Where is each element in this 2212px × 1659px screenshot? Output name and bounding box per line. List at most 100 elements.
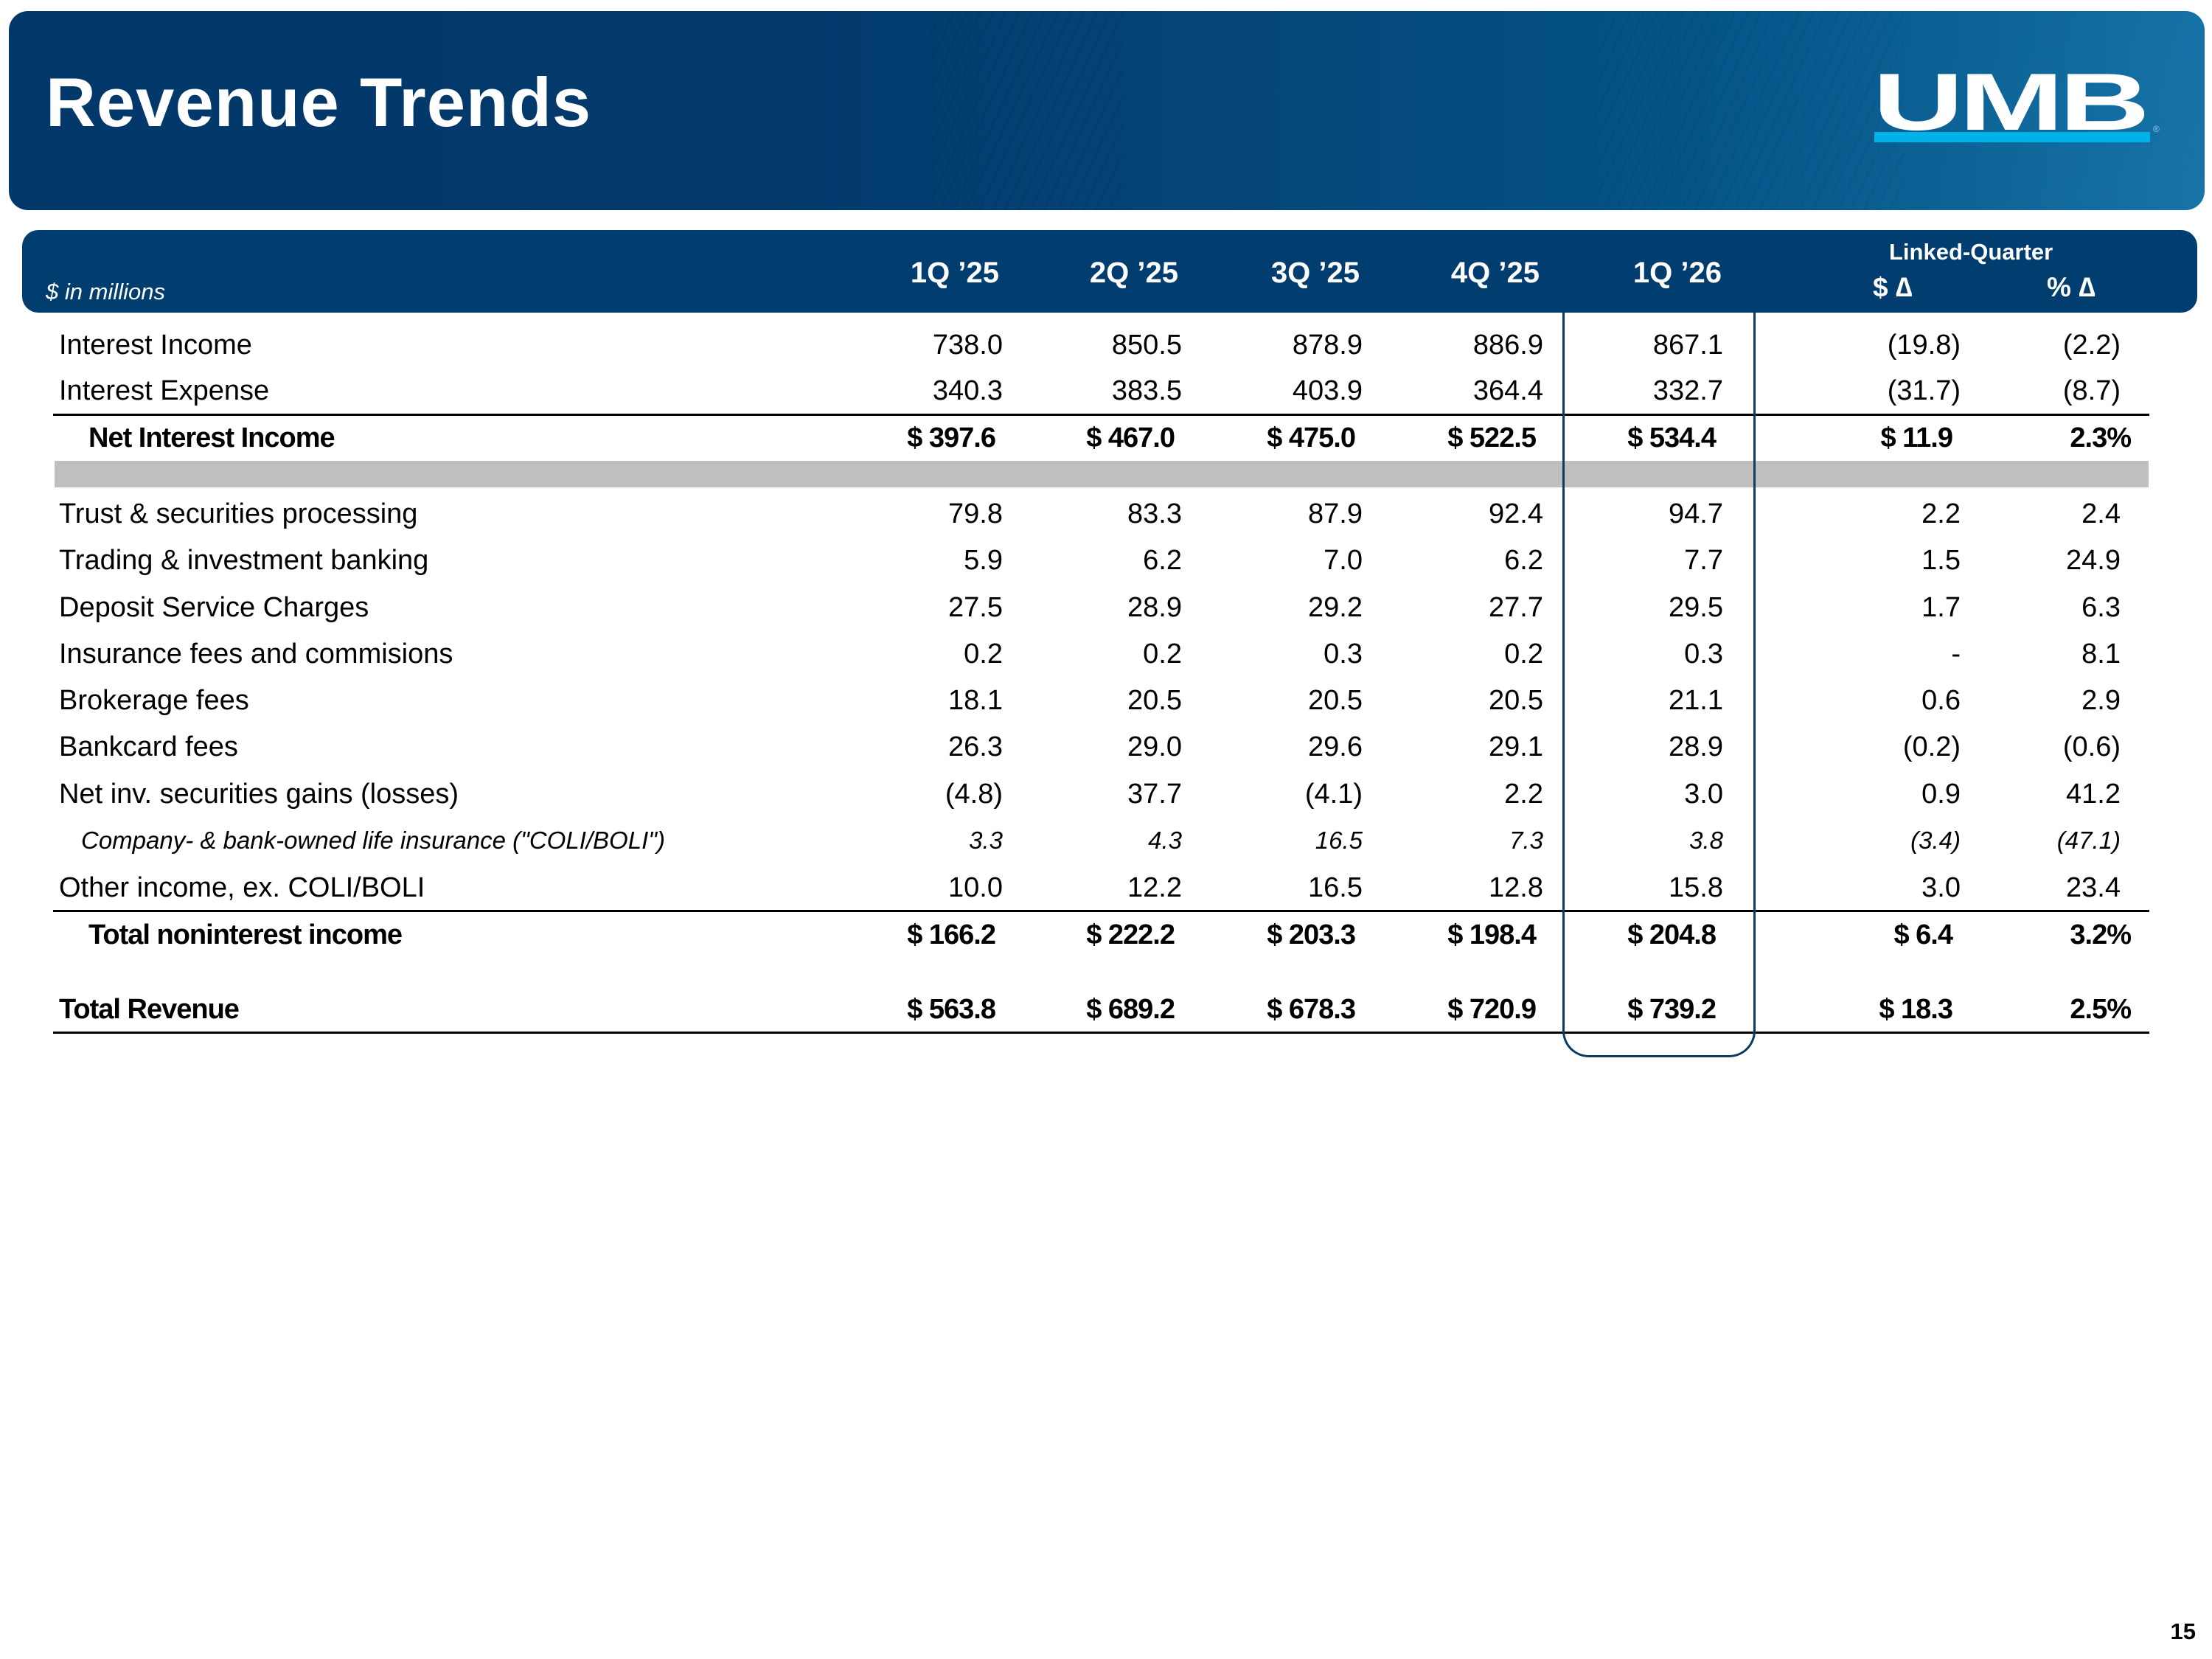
cell-1q26: $ 534.4: [1627, 422, 1717, 453]
umb-logo: UMB ®: [1873, 62, 2160, 147]
cell-2q25: $ 467.0: [1086, 422, 1175, 453]
cell-1q25: 18.1: [948, 685, 1003, 716]
cell-4q25: $ 522.5: [1447, 422, 1537, 453]
title-banner: [9, 11, 2205, 210]
cell-1q25: $ 166.2: [907, 919, 996, 950]
table-row: Deposit Service Charges 27.5 28.9 29.2 27.7 2…: [0, 585, 2212, 630]
cell-percent-change: 8.1: [2081, 639, 2121, 669]
column-header-4q25: 4Q ’25: [1450, 257, 1540, 289]
cell-2q25: 0.2: [1143, 639, 1182, 669]
section-separator-band: [55, 461, 2149, 487]
cell-2q25: 29.0: [1127, 731, 1182, 762]
cell-3q25: $ 475.0: [1267, 422, 1356, 453]
row-label: Brokerage fees: [59, 685, 249, 716]
row-label: Net Interest Income: [88, 422, 335, 453]
cell-3q25: 20.5: [1308, 685, 1363, 716]
table-row: Other income, ex. COLI/BOLI 10.0 12.2 16.5 1…: [0, 866, 2212, 910]
cell-1q25: 738.0: [932, 330, 1003, 361]
cell-dollar-change: (3.4): [1910, 827, 1961, 854]
cell-1q26: 94.7: [1669, 498, 1723, 529]
cell-percent-change: 2.5%: [2070, 994, 2132, 1025]
banner-stripes-decoration: [931, 11, 1122, 210]
cell-1q26: 15.8: [1669, 872, 1723, 903]
cell-1q26: 332.7: [1652, 375, 1723, 406]
cell-3q25: 403.9: [1292, 375, 1363, 406]
cell-percent-change: 6.3: [2081, 592, 2121, 623]
cell-3q25: $ 678.3: [1267, 994, 1356, 1025]
cell-1q25: 27.5: [948, 592, 1003, 623]
banner-stripes-decoration: [1594, 11, 1904, 210]
row-label: Net inv. securities gains (losses): [59, 779, 459, 810]
cell-1q25: 79.8: [948, 498, 1003, 529]
row-label: Interest Income: [59, 330, 252, 361]
row-label: Other income, ex. COLI/BOLI: [59, 872, 425, 903]
row-label: Trading & investment banking: [59, 545, 429, 576]
cell-4q25: 12.8: [1489, 872, 1543, 903]
table-row: Interest Expense 340.3 383.5 403.9 364.4 332.…: [0, 369, 2212, 413]
cell-dollar-change: 2.2: [1921, 498, 1961, 529]
cell-dollar-change: (19.8): [1887, 330, 1961, 361]
cell-percent-change: 23.4: [2066, 872, 2121, 903]
cell-3q25: 16.5: [1308, 872, 1363, 903]
cell-2q25: 6.2: [1143, 545, 1182, 576]
units-label: $ in millions: [46, 279, 165, 305]
cell-2q25: 383.5: [1111, 375, 1182, 406]
column-header-2q25: 2Q ’25: [1089, 257, 1178, 289]
cell-2q25: 37.7: [1127, 779, 1182, 810]
current-quarter-highlight: [1562, 312, 1756, 1057]
subtotal-rule: [53, 910, 2149, 912]
cell-dollar-change: 0.9: [1921, 779, 1961, 810]
table-row: Company- & bank-owned life insurance ("C…: [0, 818, 2212, 863]
cell-4q25: 7.3: [1509, 827, 1543, 854]
cell-2q25: 4.3: [1148, 827, 1182, 854]
cell-4q25: 92.4: [1489, 498, 1543, 529]
cell-percent-change: 2.4: [2081, 498, 2121, 529]
table-row: Insurance fees and commisions 0.2 0.2 0.3 0.…: [0, 632, 2212, 676]
cell-4q25: 29.1: [1489, 731, 1543, 762]
column-header-1q26: 1Q ’26: [1632, 257, 1722, 289]
cell-3q25: 0.3: [1324, 639, 1363, 669]
cell-dollar-change: 1.7: [1921, 592, 1961, 623]
row-label: Company- & bank-owned life insurance ("C…: [81, 827, 665, 854]
table-header: $ in millions 1Q ’25 2Q ’25 3Q ’25 4Q ’2…: [22, 230, 2197, 313]
cell-1q25: 26.3: [948, 731, 1003, 762]
cell-2q25: 83.3: [1127, 498, 1182, 529]
table-row: Trading & investment banking 5.9 6.2 7.0 6.2…: [0, 538, 2212, 582]
cell-1q25: 340.3: [932, 375, 1003, 406]
cell-1q25: $ 397.6: [907, 422, 996, 453]
table-row: Net inv. securities gains (losses) (4.8) 3…: [0, 772, 2212, 816]
cell-1q25: (4.8): [945, 779, 1003, 810]
slide-title: Revenue Trends: [46, 63, 592, 141]
cell-1q26: 7.7: [1684, 545, 1723, 576]
cell-percent-change: 24.9: [2066, 545, 2121, 576]
cell-2q25: $ 222.2: [1086, 919, 1175, 950]
cell-percent-change: 2.3%: [2070, 422, 2132, 453]
table-row: Net Interest Income $ 397.6 $ 467.0 $ 475.0…: [0, 416, 2212, 460]
cell-1q26: 3.8: [1689, 827, 1723, 854]
cell-4q25: 0.2: [1504, 639, 1543, 669]
cell-4q25: 364.4: [1472, 375, 1543, 406]
cell-percent-change: 3.2%: [2070, 919, 2132, 950]
cell-1q26: 28.9: [1669, 731, 1723, 762]
logo-wordmark: UMB: [1873, 57, 2150, 147]
table-row: Bankcard fees 26.3 29.0 29.6 29.1 28.9 (0.2) (0…: [0, 725, 2212, 769]
row-label: Interest Expense: [59, 375, 270, 406]
cell-dollar-change: 1.5: [1921, 545, 1961, 576]
cell-1q26: $ 739.2: [1627, 994, 1717, 1025]
cell-4q25: $ 720.9: [1447, 994, 1537, 1025]
cell-1q25: 10.0: [948, 872, 1003, 903]
cell-1q26: 21.1: [1669, 685, 1723, 716]
cell-3q25: (4.1): [1304, 779, 1363, 810]
logo-underline-bar: [1874, 132, 2150, 142]
cell-dollar-change: $ 18.3: [1879, 994, 1953, 1025]
cell-percent-change: (47.1): [2056, 827, 2121, 854]
cell-3q25: 16.5: [1315, 827, 1363, 854]
cell-2q25: 850.5: [1111, 330, 1182, 361]
table-row: Brokerage fees 18.1 20.5 20.5 20.5 21.1 0.6 2.9: [0, 678, 2212, 723]
column-header-3q25: 3Q ’25: [1270, 257, 1360, 289]
cell-1q26: $ 204.8: [1627, 919, 1717, 950]
cell-1q25: $ 563.8: [907, 994, 996, 1025]
cell-dollar-change: 0.6: [1921, 685, 1961, 716]
row-label: Deposit Service Charges: [59, 592, 369, 623]
page-number: 15: [2170, 1618, 2196, 1644]
